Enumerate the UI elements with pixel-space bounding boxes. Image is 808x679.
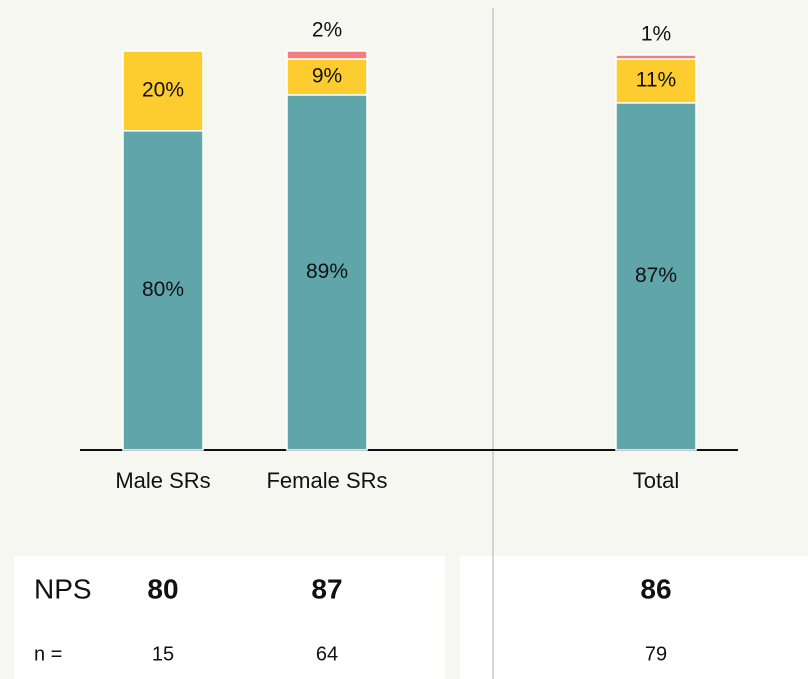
table-cell: 64 <box>316 643 338 665</box>
table-panel <box>14 556 445 679</box>
bar-segment <box>615 54 697 60</box>
bar-segment <box>286 50 368 60</box>
x-tick-label: Total <box>633 468 679 493</box>
x-tick-label: Male SRs <box>115 468 210 493</box>
data-label: 1% <box>641 23 671 46</box>
data-label: 11% <box>636 68 676 91</box>
data-label: 20% <box>142 78 184 101</box>
data-label: 87% <box>635 264 677 287</box>
table-panel <box>460 556 808 679</box>
data-label: 89% <box>306 260 348 283</box>
x-tick-label: Female SRs <box>266 468 387 493</box>
row-label: n = <box>34 643 62 665</box>
table-cell: 86 <box>640 573 671 604</box>
bar-segment <box>286 94 368 451</box>
bar-segment <box>122 130 204 451</box>
data-label: 2% <box>312 19 342 42</box>
bar-segment <box>122 50 204 132</box>
table-cell: 15 <box>152 643 174 665</box>
table-cell: 80 <box>147 573 178 604</box>
table-cell: 87 <box>311 573 342 604</box>
bar-segment <box>615 102 697 451</box>
data-label: 80% <box>142 278 184 301</box>
row-label: NPS <box>34 573 92 604</box>
table-cell: 79 <box>645 643 667 665</box>
data-label: 9% <box>312 64 342 87</box>
